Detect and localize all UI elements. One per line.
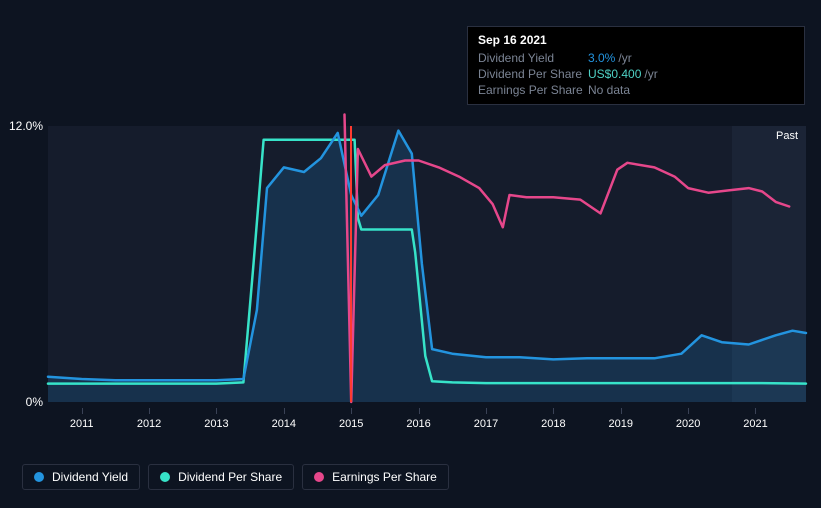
x-tick-label: 2014 (272, 418, 296, 430)
x-tick-label: 2016 (406, 418, 430, 430)
tooltip-row-earnings-per-share: Earnings Per Share No data (478, 82, 794, 98)
legend-label: Dividend Yield (52, 470, 128, 484)
x-tick-label: 2011 (70, 418, 94, 430)
tooltip-date: Sep 16 2021 (478, 33, 794, 50)
tooltip-label: Earnings Per Share (478, 83, 588, 97)
y-axis-max-label: 12.0% (9, 119, 43, 133)
cursor-line (350, 126, 352, 402)
swatch-icon (34, 472, 44, 482)
x-tick-label: 2021 (743, 418, 767, 430)
x-tick-label: 2012 (137, 418, 161, 430)
chart-tooltip: Sep 16 2021 Dividend Yield 3.0% /yr Divi… (467, 26, 805, 105)
tooltip-row-dividend-per-share: Dividend Per Share US$0.400 /yr (478, 66, 794, 82)
legend-label: Earnings Per Share (332, 470, 437, 484)
x-tick-label: 2020 (676, 418, 700, 430)
chart-legend: Dividend Yield Dividend Per Share Earnin… (22, 464, 449, 490)
tooltip-unit: /yr (618, 51, 631, 65)
x-tick-label: 2015 (339, 418, 363, 430)
tooltip-nodata: No data (588, 83, 630, 97)
plot-area[interactable]: Past (48, 126, 806, 402)
swatch-icon (314, 472, 324, 482)
legend-earnings-per-share[interactable]: Earnings Per Share (302, 464, 449, 490)
tooltip-row-dividend-yield: Dividend Yield 3.0% /yr (478, 50, 794, 66)
legend-label: Dividend Per Share (178, 470, 282, 484)
x-tick-label: 2018 (541, 418, 565, 430)
legend-dividend-per-share[interactable]: Dividend Per Share (148, 464, 294, 490)
x-tick-label: 2013 (204, 418, 228, 430)
plot-svg (48, 126, 806, 402)
legend-dividend-yield[interactable]: Dividend Yield (22, 464, 140, 490)
swatch-icon (160, 472, 170, 482)
tooltip-value: US$0.400 (588, 67, 641, 81)
x-tick-label: 2017 (474, 418, 498, 430)
tooltip-label: Dividend Per Share (478, 67, 588, 81)
tooltip-label: Dividend Yield (478, 51, 588, 65)
tooltip-value: 3.0% (588, 51, 615, 65)
x-tick-label: 2019 (608, 418, 632, 430)
y-axis-min-label: 0% (26, 395, 43, 409)
x-axis: 2011 2012 2013 2014 2015 2016 2017 2018 2019 2020… (48, 408, 806, 438)
tooltip-unit: /yr (644, 67, 657, 81)
